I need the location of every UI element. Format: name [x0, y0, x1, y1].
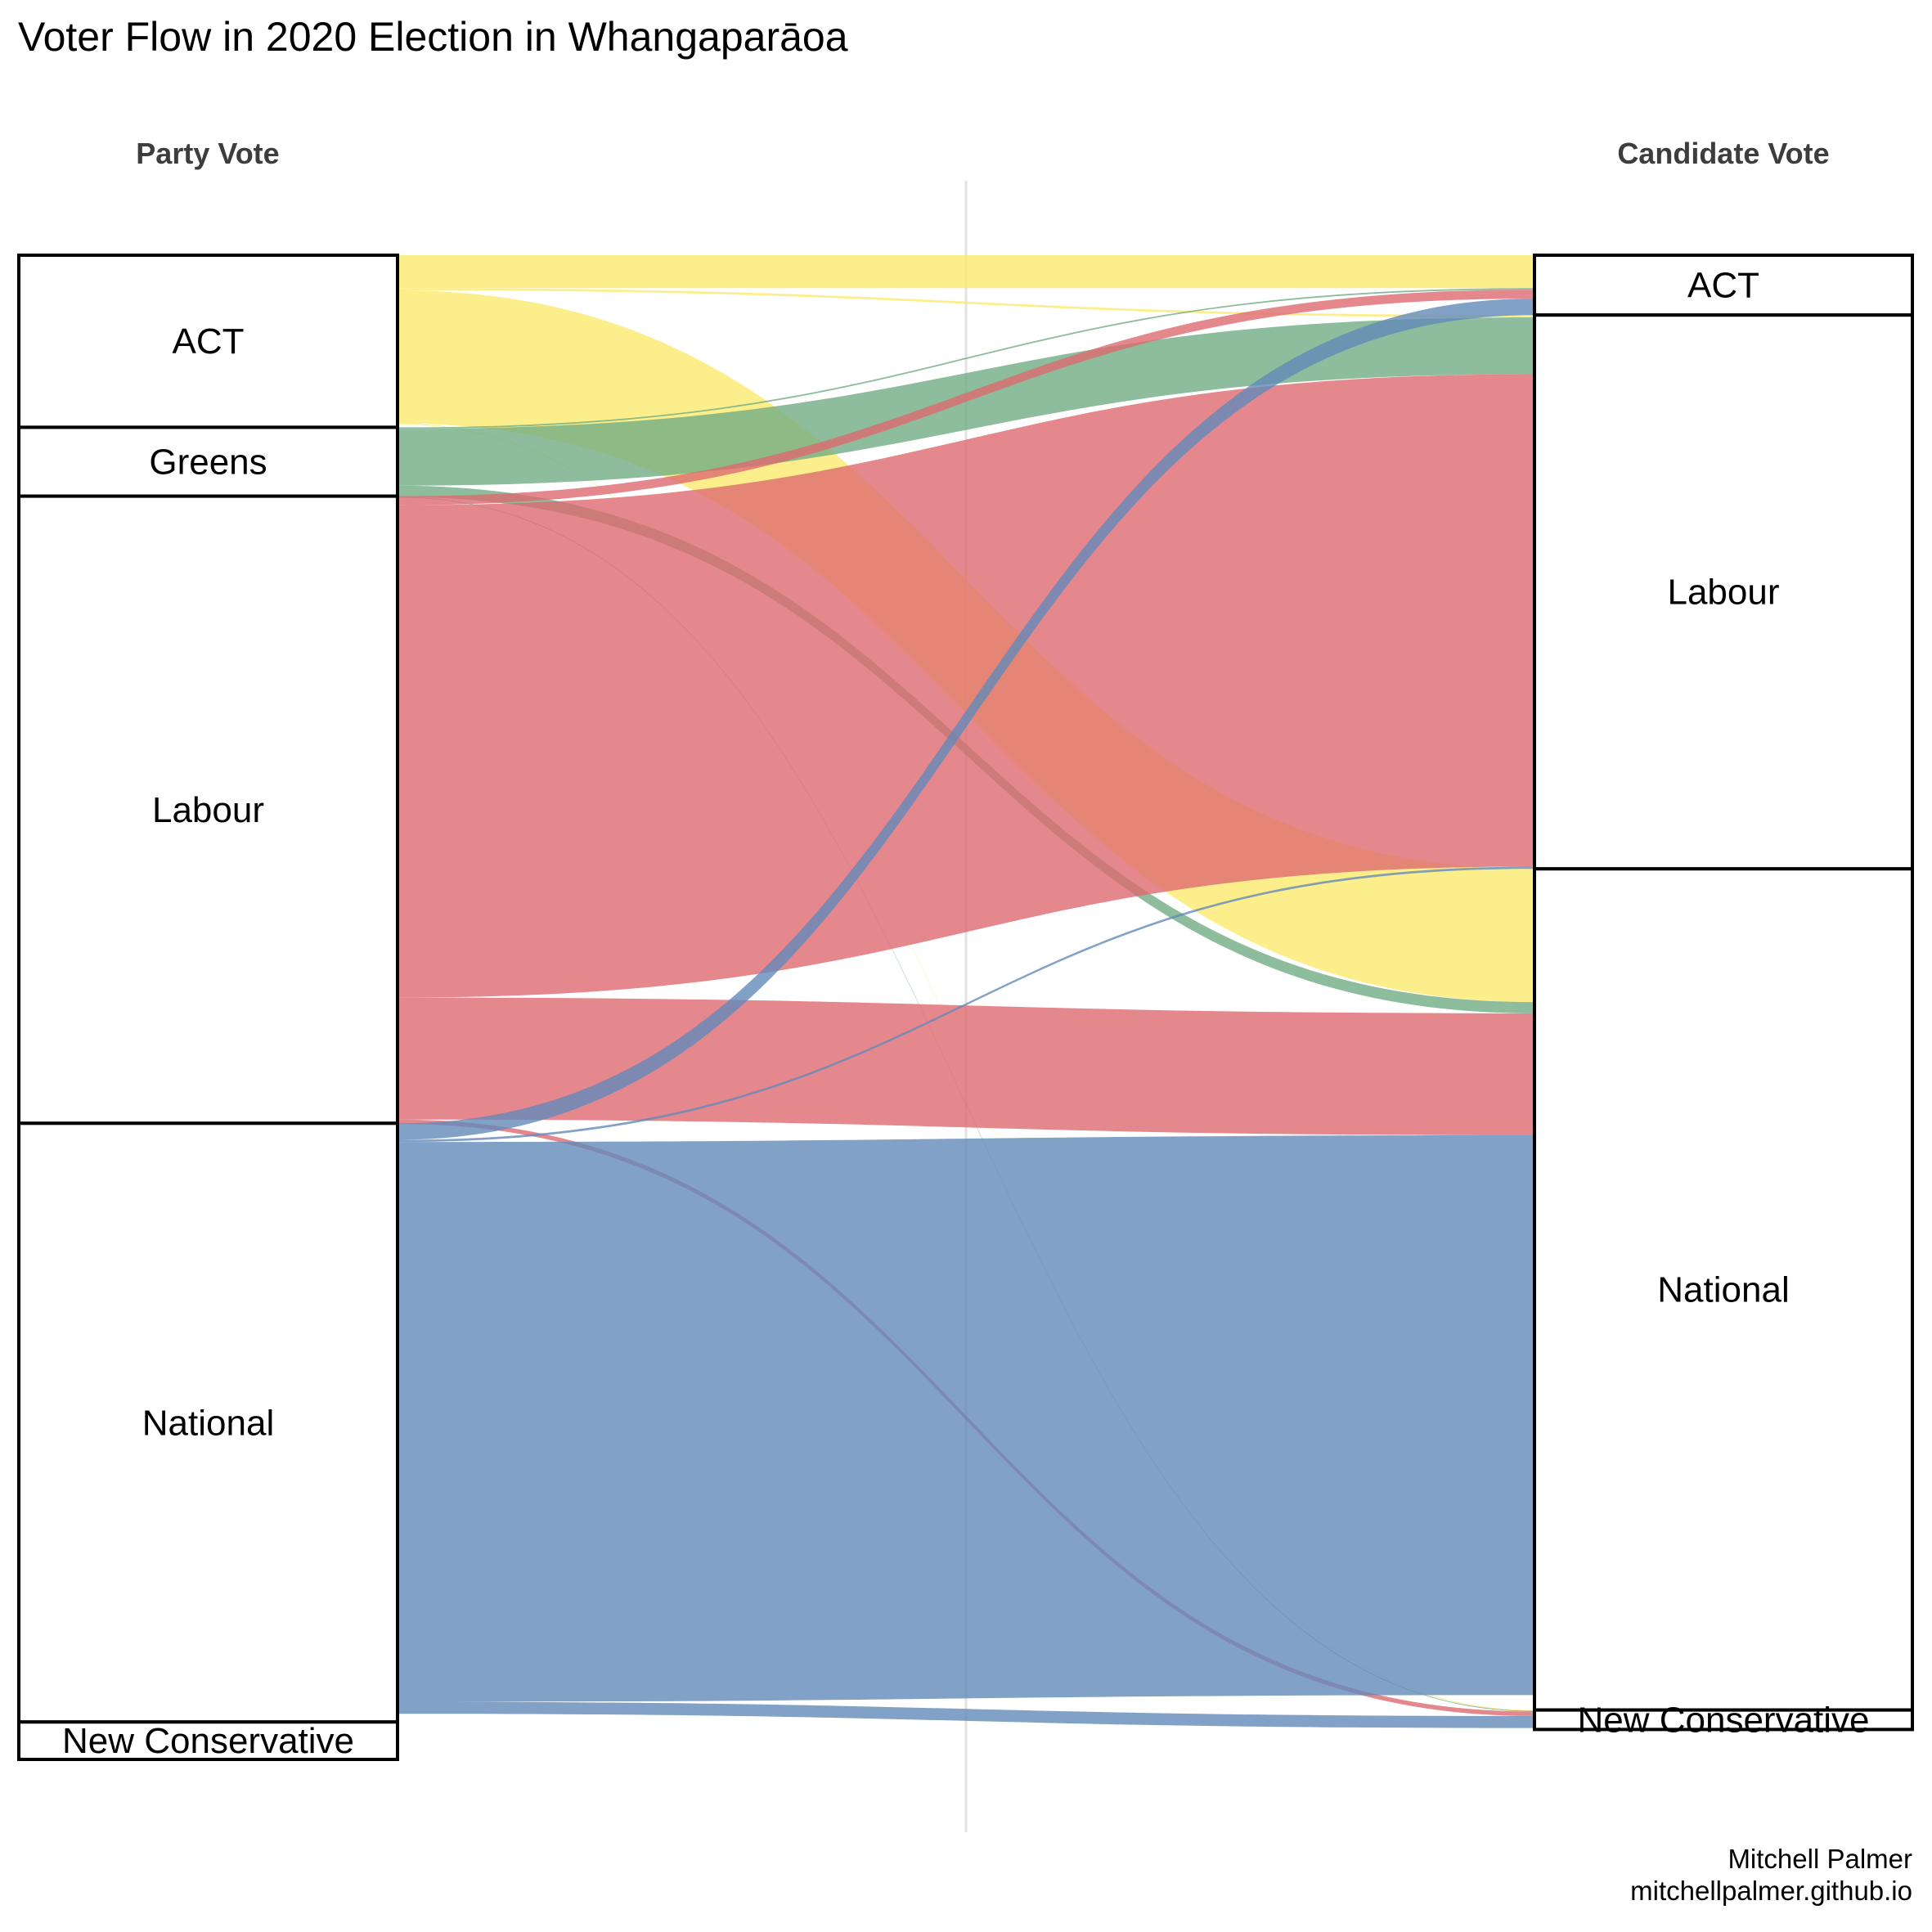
flow-labour-to-labour	[399, 374, 1533, 998]
flow-national-to-national	[399, 1134, 1533, 1702]
candidate-vote-node-new-conservative	[1533, 1708, 1914, 1732]
candidate-vote-node-label-labour: Labour	[1667, 573, 1779, 613]
flow-labour-to-act	[399, 290, 1533, 505]
party-vote-node-label-greens: Greens	[149, 443, 267, 483]
party-vote-node-national	[17, 1121, 399, 1724]
candidate-vote-node-label-new-conservative: New Conservative	[1577, 1701, 1869, 1741]
flows-layer	[399, 255, 1533, 1728]
party-vote-node-act	[17, 254, 399, 429]
flow-national-to-act	[399, 299, 1533, 1140]
flow-act-to-labour	[399, 288, 1533, 317]
caption-author: Mitchell Palmer	[1728, 1844, 1912, 1874]
flow-national-to-new-conservative	[399, 1701, 1533, 1728]
flow-act-to-act	[399, 255, 1533, 289]
party-vote-node-label-new-conservative: New Conservative	[62, 1721, 354, 1761]
party-vote-node-labour	[17, 494, 399, 1126]
candidate-vote-node-national	[1533, 867, 1914, 1712]
chart-title: Voter Flow in 2020 Election in Whangapar…	[18, 14, 848, 60]
party-vote-node-label-act: ACT	[173, 321, 245, 362]
candidate-vote-node-label-national: National	[1657, 1269, 1789, 1310]
flow-labour-to-national	[399, 997, 1533, 1135]
party-vote-node-new-conservative	[17, 1720, 399, 1761]
candidate-vote-node-label-act: ACT	[1687, 266, 1759, 306]
flow-greens-to-act	[399, 288, 1533, 429]
candidate-vote-node-act	[1533, 254, 1914, 317]
nodes-layer: ACT Greens Labour National New Conservative A…	[17, 254, 1914, 1761]
candidate-vote-node-labour	[1533, 313, 1914, 871]
caption-website: mitchellpalmer.github.io	[1630, 1876, 1912, 1906]
axis-label-candidate-vote: Candidate Vote	[1617, 137, 1829, 170]
party-vote-node-label-labour: Labour	[152, 790, 264, 830]
axis-label-party-vote: Party Vote	[136, 137, 279, 170]
party-vote-node-greens	[17, 425, 399, 498]
flow-national-to-labour	[399, 866, 1533, 1143]
party-vote-node-label-national: National	[142, 1403, 274, 1443]
